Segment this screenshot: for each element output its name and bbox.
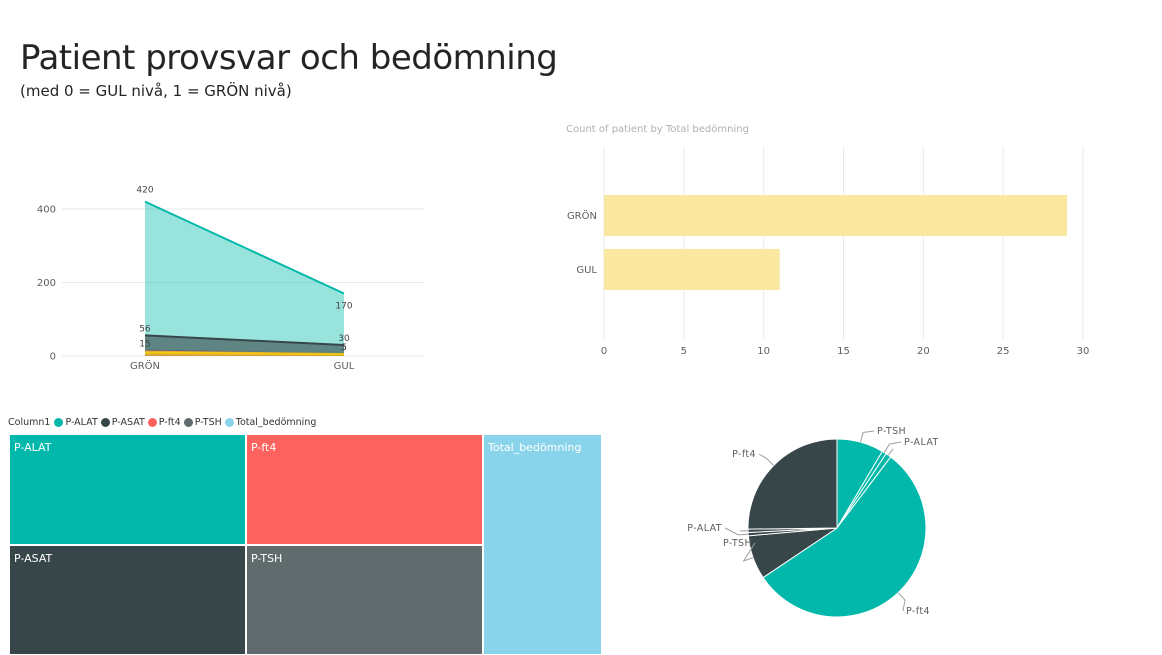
legend-label: Total_bedömning	[235, 417, 317, 428]
pie-slice-label: P-TSH	[877, 426, 906, 437]
bar-xtick-label: 15	[837, 346, 850, 357]
legend-entry-p-ft4[interactable]: P-ft4	[147, 417, 181, 428]
area-data-label: 30	[338, 334, 350, 344]
legend-dot-icon	[54, 418, 64, 427]
area-ytick-label: 0	[50, 352, 56, 363]
area-ytick-label: 200	[37, 278, 56, 289]
legend-dot-icon	[100, 418, 110, 427]
legend-dot-icon	[147, 418, 157, 427]
pie-leader-line	[724, 527, 749, 536]
pie-leader-line	[742, 542, 756, 562]
bar-xtick-label: 5	[681, 346, 687, 357]
area-data-label: 5	[341, 343, 347, 353]
legend-entry-p-asat[interactable]: P-ASAT	[100, 417, 145, 428]
pie-slice-label: P-ALAT	[904, 437, 939, 448]
area-data-label: 5	[341, 343, 347, 353]
legend-label: P-ASAT	[111, 417, 145, 428]
bar-chart-title: Count of patient by Total bedömning	[566, 124, 749, 135]
treemap-tile-p-ft4[interactable]: P-ft4	[246, 434, 483, 545]
area-fill-p-alat[interactable]	[145, 201, 344, 356]
area-data-label: 170	[335, 302, 352, 312]
treemap-tile-p-tsh[interactable]: P-TSH	[246, 545, 483, 655]
treemap-legend[interactable]: Column1 P-ALAT P-ASAT P-ft4 P-TSH Total_bedö…	[8, 417, 319, 428]
legend-label: P-ft4	[158, 417, 181, 428]
page-title: Patient provsvar och bedömning	[20, 38, 558, 78]
bar-xtick-label: 20	[917, 346, 930, 357]
area-xtick-label: GUL	[334, 361, 355, 372]
pie-slice-label: P-ft4	[732, 449, 756, 460]
legend-entry-p-tsh[interactable]: P-TSH	[183, 417, 222, 428]
pie-leader-line	[883, 441, 902, 453]
pie-leader-line	[758, 453, 775, 466]
pie-leader-line	[887, 448, 894, 456]
legend-dot-icon	[183, 418, 193, 427]
bar-xtick-label: 30	[1077, 346, 1090, 357]
area-line-p-alat[interactable]	[144, 200, 345, 295]
bar-xtick-label: 0	[601, 346, 607, 357]
pie-slice[interactable]	[747, 438, 838, 530]
page-subtitle: (med 0 = GUL nivå, 1 = GRÖN nivå)	[20, 82, 292, 100]
bar-grön[interactable]	[604, 195, 1068, 236]
bar-category-label: GRÖN	[567, 209, 597, 222]
area-data-label: 5	[341, 343, 347, 353]
pie-leader-line	[897, 592, 906, 612]
bar-category-label: GUL	[576, 265, 597, 276]
bar-xtick-label: 10	[757, 346, 770, 357]
area-data-label: 15	[139, 339, 150, 349]
bar-xtick-label: 25	[997, 346, 1010, 357]
area-line-total_bedömning[interactable]	[144, 351, 345, 356]
treemap-tile-p-alat[interactable]: P-ALAT	[9, 434, 246, 545]
legend-entry-p-alat[interactable]: P-ALAT	[54, 417, 98, 428]
pie-slice[interactable]	[762, 456, 927, 618]
legend-title: Column1	[8, 417, 51, 428]
legend-entry-total_bedömning[interactable]: Total_bedömning	[224, 417, 317, 428]
legend-dot-icon	[224, 418, 234, 427]
treemap-tile-total_bedömning[interactable]: Total_bedömning	[483, 434, 602, 655]
bar-gul[interactable]	[604, 249, 780, 290]
area-line-p-asat[interactable]	[144, 334, 345, 346]
pie-slice-label: P-TSH	[723, 538, 752, 549]
legend-label: P-ALAT	[65, 417, 98, 428]
pie-slice-label: P-ALAT	[687, 523, 722, 534]
area-xtick-label: GRÖN	[130, 359, 160, 372]
area-ytick-label: 400	[37, 205, 56, 216]
area-data-label: 420	[136, 186, 153, 196]
legend-label: P-TSH	[194, 417, 222, 428]
pie-slice-label: P-ft4	[906, 606, 930, 617]
pie-leader-line	[860, 430, 875, 443]
area-data-label: 56	[139, 324, 151, 334]
